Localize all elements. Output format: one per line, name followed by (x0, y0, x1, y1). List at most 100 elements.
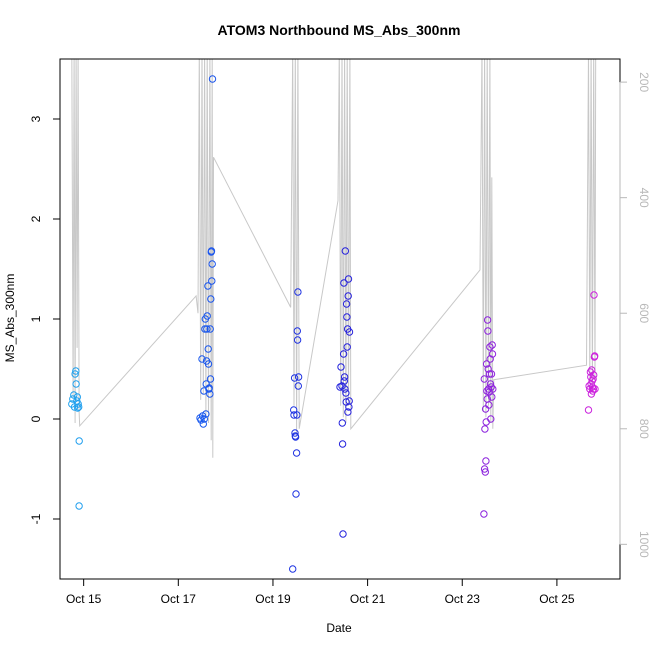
data-point (292, 490, 300, 498)
x-tick-label: Oct 19 (255, 592, 291, 606)
x-axis-label: Date (326, 621, 352, 635)
data-point (482, 360, 491, 368)
data-point (208, 260, 216, 268)
data-point (482, 457, 490, 465)
altitude-line (71, 59, 597, 458)
data-point (204, 360, 213, 368)
data-point (590, 371, 598, 379)
right-tick-label: 800 (637, 419, 650, 439)
data-point (69, 395, 77, 403)
chart-title: ATOM3 Northbound MS_Abs_300nm (218, 22, 461, 38)
data-point (481, 425, 489, 433)
data-point (344, 292, 352, 300)
x-tick-label: Oct 15 (66, 592, 102, 606)
y-tick-label: 1 (29, 315, 43, 322)
data-point (339, 350, 348, 358)
data-point (345, 328, 354, 336)
data-point (584, 406, 593, 414)
data-point (74, 404, 82, 412)
data-point (71, 370, 79, 378)
data-point (342, 389, 350, 397)
data-point (481, 468, 489, 476)
right-tick-label: 200 (637, 72, 650, 92)
data-point (206, 325, 214, 333)
data-point (208, 75, 217, 83)
data-point (198, 355, 206, 363)
data-point (341, 385, 349, 393)
data-point (343, 313, 351, 321)
data-point (203, 312, 211, 320)
data-point (343, 343, 351, 351)
data-point (75, 437, 83, 445)
data-point (482, 418, 490, 426)
data-point (344, 408, 352, 416)
data-point (589, 375, 597, 383)
data-point (483, 316, 492, 324)
data-point (293, 327, 301, 335)
data-point (291, 433, 300, 441)
data-point (294, 382, 302, 390)
data-point (590, 291, 598, 299)
data-point (489, 385, 497, 393)
data-point (342, 300, 351, 308)
data-point (291, 429, 299, 437)
data-point (488, 393, 496, 401)
data-point (206, 375, 215, 383)
data-point (488, 341, 496, 349)
data-point (293, 336, 302, 344)
data-point (484, 365, 492, 373)
data-point (339, 530, 347, 538)
data-point (340, 373, 349, 381)
data-point (204, 345, 212, 353)
data-point (292, 449, 301, 457)
data-point (75, 403, 83, 411)
data-point (207, 247, 216, 255)
data-point (591, 385, 599, 393)
data-point (206, 390, 214, 398)
data-point (337, 363, 345, 371)
x-tick-label: Oct 23 (445, 592, 481, 606)
data-point (75, 502, 83, 510)
data-point (293, 411, 301, 419)
data-point (485, 370, 494, 378)
y-axis-label: MS_Abs_300nm (3, 274, 17, 363)
altitude-line-layer (71, 59, 597, 458)
data-point (207, 295, 215, 303)
data-point (199, 420, 208, 428)
data-point (197, 416, 205, 424)
data-point (200, 415, 209, 423)
data-point (591, 352, 599, 360)
data-point (201, 325, 209, 333)
data-point (290, 411, 298, 419)
data-point (338, 419, 346, 427)
right-tick-label: 1000 (637, 531, 650, 558)
right-tick-label: 400 (637, 188, 650, 208)
data-point (484, 327, 492, 335)
data-point (73, 393, 82, 401)
right-tick-label: 600 (637, 303, 650, 323)
data-point (341, 247, 349, 255)
data-point (588, 366, 596, 374)
data-point (290, 374, 299, 382)
data-point (340, 279, 348, 287)
data-point (480, 465, 489, 473)
data-point (204, 282, 212, 290)
axes-layer: Oct 15 Oct 17 Oct 19 Oct 21 Oct 23 Oct 25 -1 0 1… (29, 72, 650, 606)
data-point (294, 288, 302, 296)
data-point (480, 510, 488, 518)
y-tick-label: 3 (29, 115, 43, 122)
data-point (203, 325, 211, 333)
data-point (72, 367, 80, 375)
y-tick-label: 2 (29, 215, 43, 222)
data-point (487, 383, 495, 391)
data-point (340, 377, 348, 385)
data-point (485, 401, 493, 409)
data-point (202, 410, 210, 418)
data-point (289, 565, 297, 573)
data-point (487, 415, 495, 423)
data-point (72, 380, 80, 388)
data-point (480, 375, 488, 383)
data-point (338, 440, 347, 448)
data-point (344, 275, 353, 283)
